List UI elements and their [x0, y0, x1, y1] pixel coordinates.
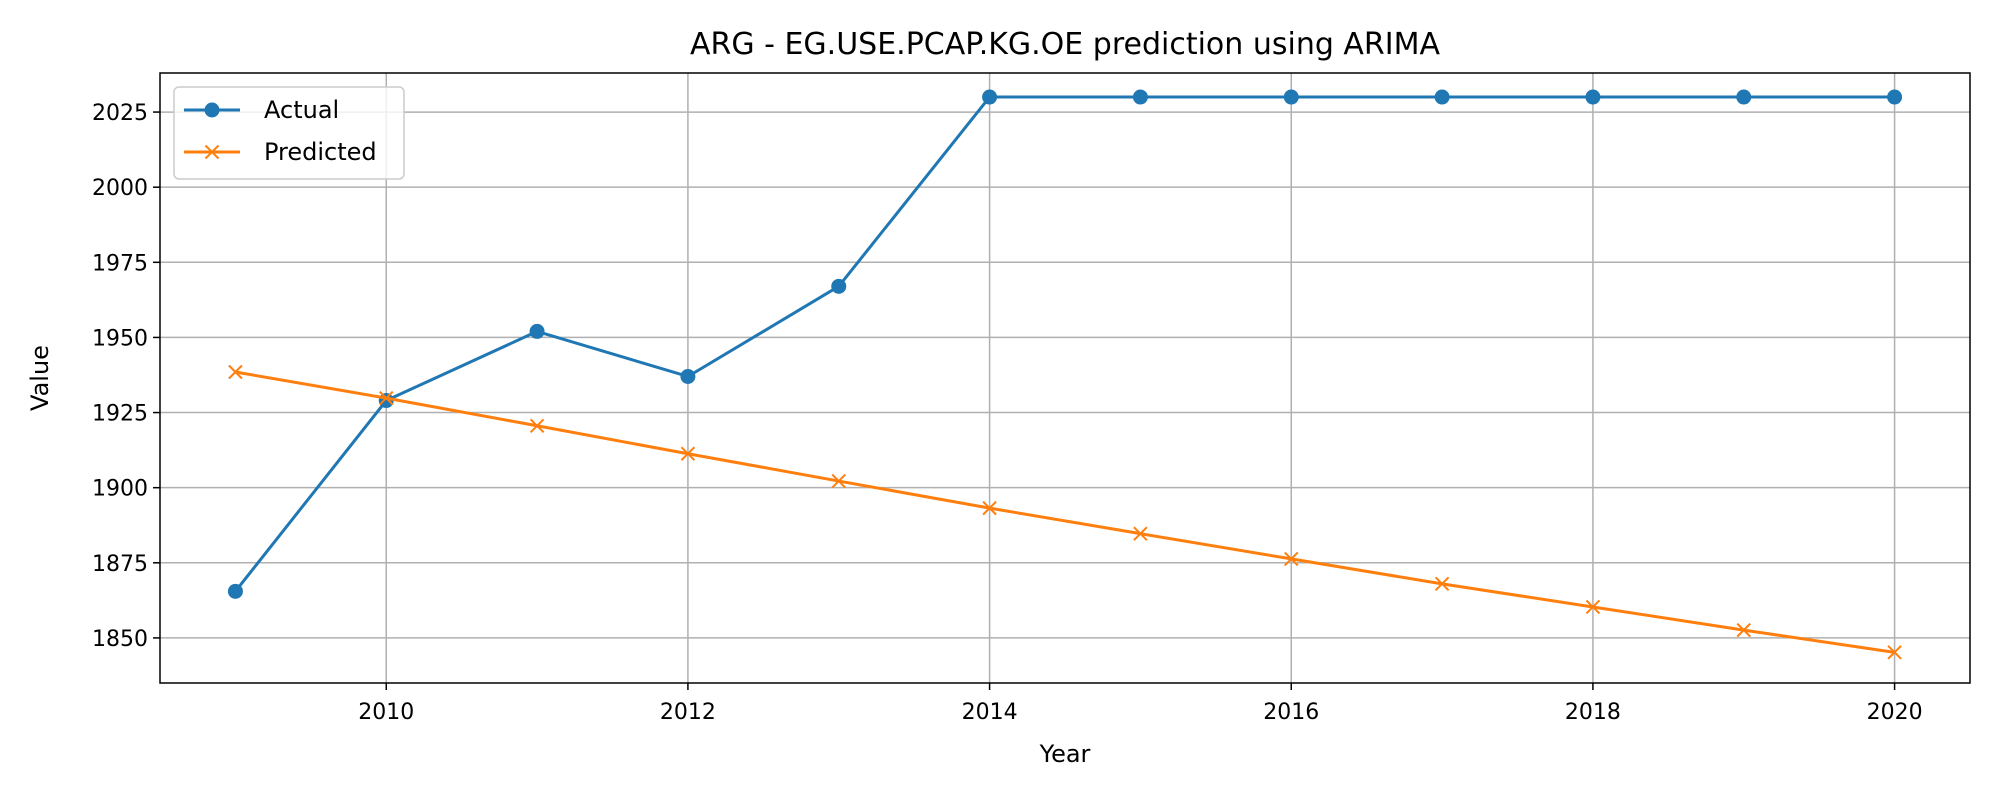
legend-entry: Actual: [184, 96, 339, 124]
series-line: [234, 95, 1895, 593]
data-point: [1736, 89, 1752, 105]
data-point: [1887, 89, 1903, 105]
y-axis-label: Value: [26, 345, 54, 411]
data-point: [228, 364, 243, 380]
data-point: [680, 368, 696, 384]
x-axis-label: Year: [1039, 740, 1091, 768]
data-point: [1434, 576, 1450, 592]
series-actual: [227, 89, 1903, 599]
chart-title: ARG - EG.USE.PCAP.KG.OE prediction using…: [690, 27, 1441, 62]
legend: Actual Predicted: [173, 86, 405, 180]
plot-frame: [159, 72, 1971, 684]
y-tick-label: 1875: [92, 552, 148, 577]
data-point: [529, 323, 545, 339]
x-tick-label: 2016: [1263, 700, 1319, 725]
grid: [160, 73, 1970, 683]
data-point: [680, 446, 696, 461]
series-line: [235, 370, 1895, 654]
y-tick-label: 1925: [92, 402, 148, 427]
data-point: [1434, 89, 1450, 105]
data-point: [982, 89, 998, 105]
data-point: [982, 500, 997, 516]
legend-label: Actual: [264, 96, 339, 124]
series-predicted: [228, 364, 1902, 660]
data-point: [379, 390, 394, 406]
data-point: [1283, 89, 1299, 105]
y-tick-label: 1900: [92, 477, 148, 502]
data-point: [1133, 526, 1148, 541]
data-point: [1585, 599, 1601, 615]
y-tick-label: 1975: [92, 251, 148, 276]
data-point: [1736, 622, 1751, 638]
data-point: [529, 418, 545, 433]
y-tick-label: 2025: [92, 101, 148, 126]
legend-marker: [204, 102, 220, 118]
x-tick-label: 2014: [962, 700, 1018, 725]
x-tick-label: 2010: [358, 700, 414, 725]
y-tick-label: 2000: [92, 176, 148, 201]
data-point: [1585, 89, 1601, 105]
y-tick-label: 1850: [92, 627, 148, 652]
y-tick-label: 1950: [92, 326, 148, 351]
data-point: [227, 583, 243, 599]
y-axis: 1850 1875 1900 1925 1950 1975 2000 2025: [92, 101, 160, 652]
x-axis: 2010 2012 2014 2016 2018 2020: [358, 683, 1923, 725]
legend-entry: Predicted: [184, 138, 377, 166]
x-tick-label: 2018: [1565, 700, 1621, 725]
data-point: [1887, 645, 1902, 660]
x-tick-label: 2012: [660, 700, 716, 725]
data-point: [831, 473, 846, 489]
data-point: [831, 278, 847, 294]
legend-label: Predicted: [264, 138, 377, 166]
series-layer: [227, 89, 1903, 660]
x-tick-label: 2020: [1867, 700, 1923, 725]
data-point: [1284, 551, 1299, 567]
data-point: [1132, 89, 1148, 105]
legend-marker: [204, 144, 220, 160]
